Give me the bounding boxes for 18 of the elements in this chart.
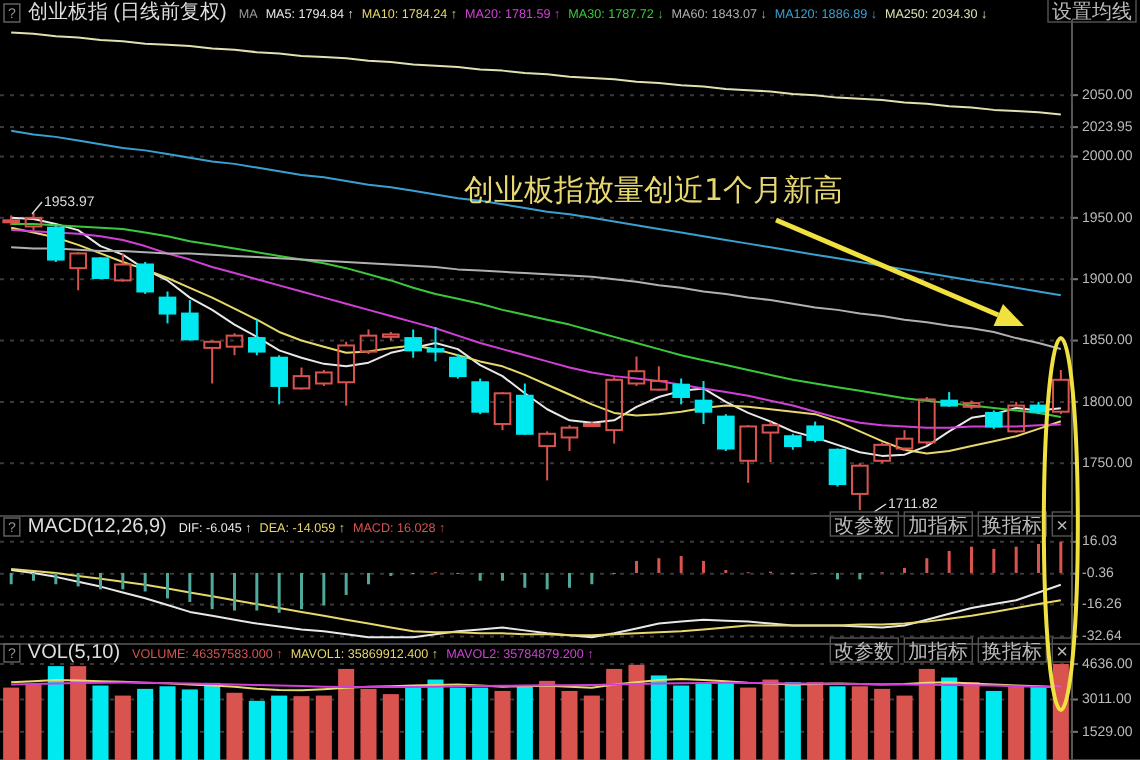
annotation: 设置均线: [1052, 0, 1132, 24]
chart-title: MACD(12,26,9): [27, 516, 167, 538]
annotation: 改参数: [834, 514, 895, 538]
annotation: ×: [1056, 516, 1069, 538]
annotation: 换指标: [982, 514, 1043, 538]
candlestick: [181, 299, 199, 341]
line-series: [10, 129, 1062, 297]
annotation: 换指标: [982, 640, 1043, 664]
chart-title: VOL(5,10): [27, 642, 121, 664]
line-series: [10, 246, 1062, 351]
annotation: 加指标: [908, 514, 969, 538]
candlestick: [114, 252, 132, 282]
annotation: 改参数: [834, 640, 895, 664]
chart-title: 创业板指 (日线前复权): [27, 0, 227, 24]
line-series: [10, 31, 1062, 116]
annotation: 加指标: [908, 640, 969, 664]
annotation: 创业板指放量创近1个月新高: [464, 172, 844, 208]
annotation: ×: [1056, 642, 1069, 664]
